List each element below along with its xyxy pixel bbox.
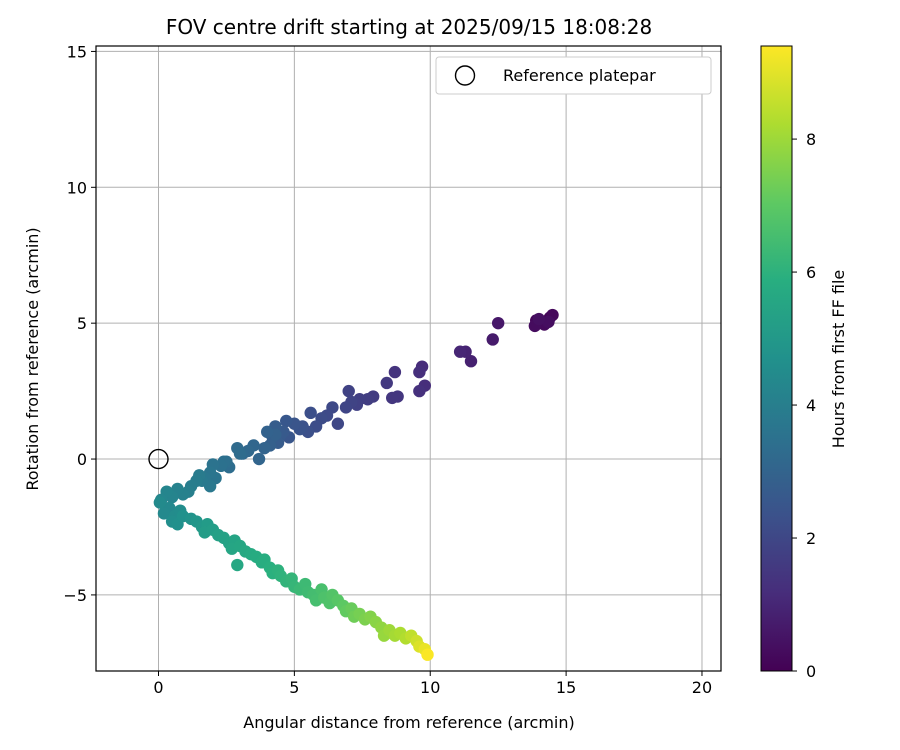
- y-tick-label: −5: [63, 586, 87, 605]
- data-point: [260, 425, 274, 439]
- colorbar-tick-label: 0: [806, 662, 816, 681]
- data-points: [153, 308, 559, 661]
- data-point: [280, 414, 293, 428]
- y-axis-label: Rotation from reference (arcmin): [23, 227, 42, 490]
- data-point: [421, 648, 434, 661]
- x-axis-ticks: 0 5 10 15 20: [153, 671, 712, 697]
- data-point: [252, 452, 266, 466]
- plot-frame: [95, 45, 722, 672]
- legend-marker-icon: [454, 65, 476, 86]
- x-axis-label: Angular distance from reference (arcmin): [243, 713, 574, 732]
- data-point: [491, 316, 505, 330]
- legend: Reference platepar: [435, 56, 712, 95]
- reference-platepar-marker: [148, 448, 169, 470]
- colorbar-tick-label: 6: [806, 263, 816, 282]
- chart-title: FOV centre drift starting at 2025/09/15 …: [166, 15, 652, 39]
- data-point: [464, 355, 478, 368]
- y-tick-label: 10: [67, 178, 87, 197]
- data-point: [486, 333, 499, 346]
- data-point: [413, 384, 426, 398]
- data-point: [304, 406, 317, 420]
- data-point: [339, 401, 353, 414]
- data-point: [388, 365, 402, 379]
- x-tick-label: 20: [692, 678, 712, 697]
- y-tick-label: 15: [67, 42, 87, 61]
- colorbar-label: Hours from first FF file: [829, 270, 848, 449]
- y-tick-label: 0: [77, 450, 87, 469]
- data-point: [532, 312, 546, 326]
- legend-entry-reference-platepar: Reference platepar: [503, 66, 656, 85]
- data-point: [157, 507, 171, 520]
- colorbar-tick-label: 4: [806, 396, 816, 415]
- data-point: [385, 391, 399, 405]
- data-point: [413, 365, 426, 379]
- data-point: [331, 417, 345, 430]
- data-point: [233, 447, 247, 460]
- legend-box: [435, 56, 712, 95]
- data-point: [542, 315, 555, 329]
- data-point: [380, 376, 393, 390]
- x-tick-label: 5: [289, 678, 299, 697]
- data-point: [342, 384, 355, 398]
- x-tick-label: 15: [556, 678, 576, 697]
- colorbar-tick-label: 8: [806, 130, 816, 149]
- x-tick-label: 0: [153, 678, 163, 697]
- y-tick-label: 5: [77, 314, 87, 333]
- grid: [96, 46, 721, 671]
- data-point: [453, 345, 467, 358]
- y-axis-ticks: −5 0 5 10 15: [63, 42, 96, 605]
- data-point: [258, 441, 271, 455]
- data-point: [153, 496, 167, 509]
- data-point: [231, 558, 244, 572]
- colorbar: [760, 45, 793, 672]
- colorbar-ticks: 0 2 4 6 8: [792, 130, 816, 681]
- x-tick-label: 10: [420, 678, 440, 697]
- colorbar-tick-label: 2: [806, 529, 816, 548]
